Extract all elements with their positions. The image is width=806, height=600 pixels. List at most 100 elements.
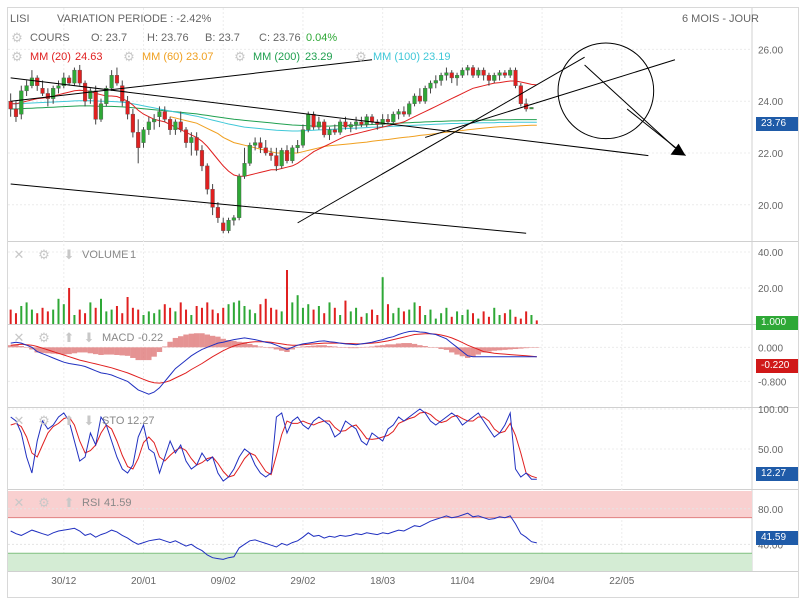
candle-body bbox=[253, 142, 258, 146]
volume-bar bbox=[185, 309, 188, 324]
close-icon[interactable]: ✕ bbox=[13, 413, 25, 428]
gear-icon[interactable]: ⚙ bbox=[38, 330, 50, 345]
candle-body bbox=[439, 75, 444, 81]
macd-histogram-bar bbox=[87, 347, 94, 354]
rsi-value: 41.59 bbox=[104, 497, 132, 509]
volume-bar bbox=[386, 304, 389, 324]
volume-tick-label: 40.00 bbox=[758, 248, 783, 259]
macd-histogram-bar bbox=[98, 347, 104, 355]
volume-bar bbox=[371, 309, 374, 324]
price-tick-label: 26.00 bbox=[758, 45, 783, 56]
price-tick-label: 22.00 bbox=[758, 149, 783, 160]
macd-histogram-bar bbox=[167, 341, 173, 348]
volume-bar bbox=[14, 313, 17, 324]
macd-histogram-bar bbox=[326, 346, 333, 348]
volume-bar bbox=[25, 302, 28, 324]
macd-histogram-bar bbox=[518, 347, 524, 349]
volume-bar bbox=[62, 304, 65, 324]
volume-bar bbox=[238, 300, 241, 324]
gear-icon[interactable]: ⚙ bbox=[11, 49, 23, 64]
macd-histogram-bar bbox=[422, 346, 428, 348]
candle-body bbox=[486, 75, 492, 81]
volume-bar bbox=[227, 304, 230, 324]
candle-body bbox=[396, 111, 401, 115]
arrow-down-icon[interactable]: ⬇ bbox=[83, 330, 95, 345]
macd-histogram-bar bbox=[342, 347, 349, 348]
candle-body bbox=[114, 75, 120, 84]
low-value: B: 23.7 bbox=[205, 32, 240, 44]
volume-bar bbox=[9, 309, 12, 324]
macd-label: MACD bbox=[102, 332, 135, 344]
volume-bar bbox=[36, 313, 39, 324]
arrow-down-icon[interactable]: ⬇ bbox=[83, 413, 95, 428]
gear-icon[interactable]: ⚙ bbox=[38, 413, 50, 428]
period-label[interactable]: 6 MOIS - JOUR bbox=[682, 13, 760, 25]
volume-bar bbox=[413, 302, 416, 324]
close-icon[interactable]: ✕ bbox=[13, 330, 25, 345]
volume-bar bbox=[115, 306, 118, 324]
close-icon[interactable]: ✕ bbox=[13, 495, 25, 510]
gear-icon[interactable]: ⚙ bbox=[355, 49, 367, 64]
volume-bar bbox=[259, 304, 262, 324]
volume-bar bbox=[78, 309, 81, 324]
volume-bar bbox=[440, 313, 443, 324]
volume-bar bbox=[301, 307, 304, 324]
macd-histogram-bar bbox=[358, 347, 365, 348]
volume-bar bbox=[445, 307, 448, 324]
x-tick-label: 22/05 bbox=[609, 576, 634, 587]
arrow-down-icon[interactable]: ⬇ bbox=[63, 247, 75, 262]
volume-bar bbox=[535, 320, 538, 324]
arrow-up-icon[interactable]: ⬆ bbox=[63, 413, 75, 428]
volume-bar bbox=[328, 302, 331, 324]
gear-icon[interactable]: ⚙ bbox=[123, 49, 135, 64]
sto-value: 12.27 bbox=[127, 415, 155, 427]
macd-histogram-bar bbox=[77, 347, 83, 353]
candle-body bbox=[407, 103, 412, 115]
gear-icon[interactable]: ⚙ bbox=[11, 30, 23, 45]
volume-bar bbox=[270, 307, 273, 324]
candle-body bbox=[77, 69, 82, 84]
mm100-value: 23.19 bbox=[423, 51, 451, 63]
volume-bar bbox=[333, 307, 336, 324]
macd-histogram-bar bbox=[39, 347, 46, 353]
macd-histogram-bar bbox=[300, 346, 306, 348]
candle-body bbox=[210, 189, 215, 208]
arrow-up-icon[interactable]: ⬆ bbox=[63, 330, 75, 345]
candle-body bbox=[481, 69, 486, 76]
macd-histogram-bar bbox=[108, 347, 115, 355]
candle-body bbox=[322, 121, 327, 136]
gear-icon[interactable]: ⚙ bbox=[38, 247, 50, 262]
candle-body bbox=[433, 80, 438, 84]
volume-bar bbox=[424, 315, 427, 324]
close-icon[interactable]: ✕ bbox=[13, 247, 25, 262]
candle-body bbox=[470, 67, 476, 76]
volume-bar bbox=[530, 315, 533, 324]
volume-bar bbox=[487, 316, 490, 324]
x-tick-label: 20/01 bbox=[131, 576, 156, 587]
macd-histogram-bar bbox=[103, 347, 110, 355]
open-value: O: 23.7 bbox=[91, 32, 128, 44]
volume-bar bbox=[317, 306, 320, 324]
macd-histogram-bar bbox=[61, 347, 67, 355]
candle-body bbox=[327, 129, 332, 136]
gear-icon[interactable]: ⚙ bbox=[234, 49, 246, 64]
candle-body bbox=[199, 150, 205, 167]
arrow-up-icon[interactable]: ⬆ bbox=[63, 495, 75, 510]
candle-body bbox=[454, 75, 460, 79]
volume-bar bbox=[190, 315, 193, 324]
candle-body bbox=[237, 176, 242, 218]
candle-body bbox=[497, 72, 502, 76]
candle-body bbox=[428, 82, 433, 89]
macd-histogram-bar bbox=[220, 338, 226, 348]
trend-line bbox=[10, 77, 649, 157]
candle-body bbox=[502, 72, 507, 76]
trend-line bbox=[425, 59, 676, 138]
volume-bar bbox=[429, 309, 432, 324]
macd-histogram-bar bbox=[156, 347, 163, 353]
x-tick-label: 30/12 bbox=[51, 576, 76, 587]
volume-bar bbox=[89, 302, 92, 324]
mm60-line bbox=[169, 116, 537, 154]
gear-icon[interactable]: ⚙ bbox=[38, 495, 50, 510]
candle-body bbox=[385, 119, 391, 123]
